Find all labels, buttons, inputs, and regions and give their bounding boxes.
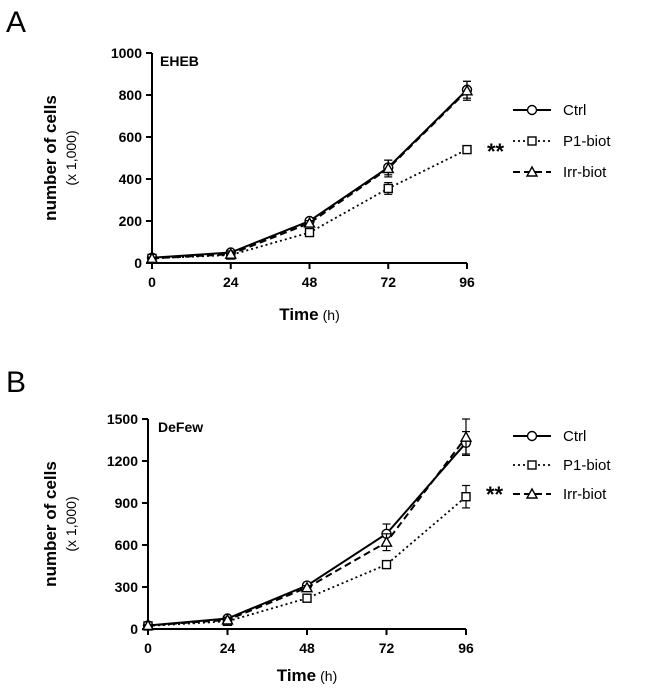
data-point <box>382 162 395 174</box>
data-point <box>145 251 159 264</box>
cell-line-annotation: DeFew <box>158 419 203 435</box>
legend-item-irr-biot: Irr-biot <box>513 486 607 503</box>
y-tick-label: 800 <box>119 87 143 103</box>
significance-marker: ** <box>486 482 504 507</box>
y-tick-label: 400 <box>119 171 143 187</box>
y-tick-label: 600 <box>115 537 139 553</box>
legend-item-p1-biot: P1-biot <box>513 457 611 474</box>
x-tick-label: 0 <box>148 274 156 290</box>
x-tick-label: 48 <box>299 640 315 656</box>
series-irr-biot <box>145 80 474 264</box>
chart-panel-a: A 0 200 400 600 800 1000 0 24 48 72 96 Time (h) number… <box>6 6 611 324</box>
x-tick-label: 24 <box>223 274 239 290</box>
legend-marker <box>527 136 537 146</box>
legend-marker <box>527 460 537 470</box>
significance-marker: ** <box>487 139 505 164</box>
y-axis-unit: (x 1,000) <box>63 130 79 185</box>
data-point <box>221 613 234 625</box>
x-axis-title: Time (h) <box>277 666 338 685</box>
x-tick-label: 72 <box>379 640 395 656</box>
x-axis-title: Time (h) <box>279 305 340 324</box>
y-axis-title: number of cells <box>41 461 60 587</box>
x-tick-label: 96 <box>459 274 475 290</box>
legend-label: Irr-biot <box>563 486 607 503</box>
y-tick-label: 900 <box>115 495 139 511</box>
legend-marker <box>526 104 538 116</box>
data-point <box>383 183 393 194</box>
y-tick-label: 1500 <box>107 411 138 427</box>
series-line <box>151 148 468 260</box>
legend-item-ctrl: Ctrl <box>513 428 586 445</box>
y-tick-label: 200 <box>119 213 143 229</box>
legend-marker <box>525 487 539 499</box>
legend-marker <box>526 430 538 442</box>
y-tick-label: 0 <box>130 621 138 637</box>
x-axis-label: Time <box>277 666 316 685</box>
data-point <box>461 492 471 502</box>
legend-label: Irr-biot <box>563 164 607 181</box>
x-tick-label: 72 <box>380 274 396 290</box>
series-p1-biot <box>147 144 472 264</box>
series-irr-biot <box>141 418 473 631</box>
series-p1-biot <box>143 484 471 631</box>
x-axis-unit: (h) <box>323 307 340 323</box>
panel-letter: A <box>6 6 26 39</box>
legend-label: P1-biot <box>563 133 611 150</box>
x-tick-label: 24 <box>220 640 236 656</box>
data-point <box>302 593 312 603</box>
y-axis-title: number of cells <box>41 95 60 221</box>
x-tick-label: 48 <box>302 274 318 290</box>
series-line <box>147 496 467 627</box>
data-point <box>224 247 237 259</box>
data-point <box>300 581 314 593</box>
data-point <box>460 84 474 96</box>
cell-line-annotation: EHEB <box>160 53 199 69</box>
legend-label: Ctrl <box>563 428 586 445</box>
data-point <box>462 144 472 155</box>
chart-panel-b: B 0 300 600 900 1200 1500 0 24 48 72 96 Time (h) numbe… <box>6 366 611 685</box>
legend-label: Ctrl <box>563 102 586 119</box>
y-tick-label: 300 <box>115 579 139 595</box>
legend-item-irr-biot: Irr-biot <box>513 164 607 181</box>
legend-item-p1-biot: P1-biot <box>513 133 611 150</box>
data-point <box>380 535 393 547</box>
x-tick-label: 0 <box>144 640 152 656</box>
data-point <box>381 559 392 570</box>
data-point <box>304 227 315 238</box>
x-axis-label: Time <box>279 305 318 324</box>
panel-letter: B <box>6 366 26 399</box>
data-point <box>141 619 155 631</box>
y-tick-label: 0 <box>134 255 142 271</box>
x-tick-label: 96 <box>458 640 474 656</box>
data-point <box>459 430 473 442</box>
data-point <box>303 216 316 228</box>
y-tick-label: 1000 <box>111 45 142 61</box>
x-axis-unit: (h) <box>320 668 337 684</box>
y-tick-label: 1200 <box>107 453 138 469</box>
legend-marker <box>525 165 539 177</box>
y-tick-label: 600 <box>119 129 143 145</box>
y-axis-unit: (x 1,000) <box>63 496 79 551</box>
legend-label: P1-biot <box>563 457 611 474</box>
legend-item-ctrl: Ctrl <box>513 102 586 119</box>
